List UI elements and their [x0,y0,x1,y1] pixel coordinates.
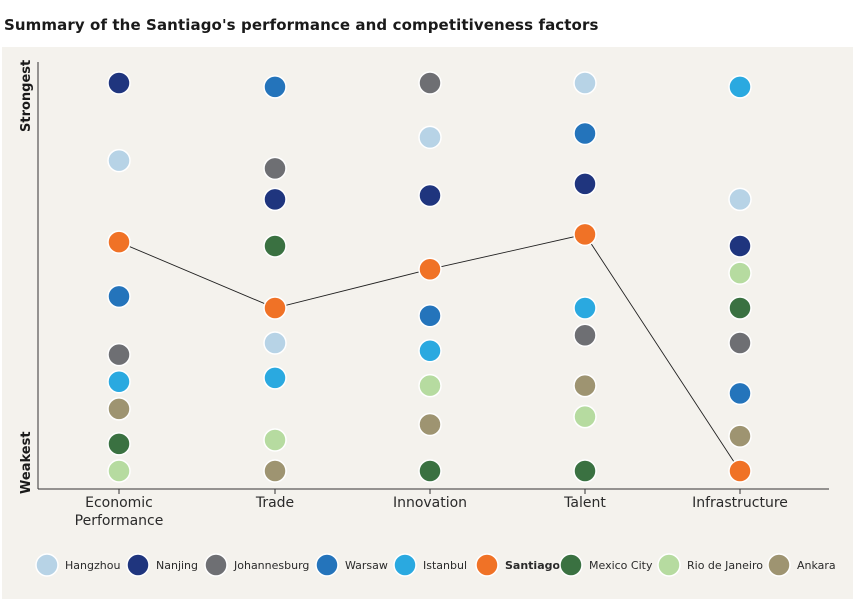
point-hangzhou [107,148,131,173]
chart-title: Summary of the Santiago's performance an… [4,16,599,34]
point-ankara [107,397,131,421]
legend-marker-johannesburg [204,553,228,577]
x-tick-label: Trade [255,495,294,511]
legend-label-rio-de-janeiro: Rio de Janeiro [687,559,763,572]
legend-marker-warsaw [315,553,339,577]
point-johannesburg [418,71,442,95]
point-istanbul [418,338,442,363]
point-rio-de-janeiro [107,459,131,483]
point-johannesburg [107,342,131,367]
point-ankara [263,459,287,483]
point-hangzhou [418,125,442,150]
legend-marker-hangzhou [35,553,59,577]
legend-marker-santiago [475,553,499,577]
x-tick-label: Talent [563,495,606,511]
point-ankara [573,373,597,398]
y-label-strongest: Strongest [19,60,34,132]
point-warsaw [263,75,287,99]
legend-label-warsaw: Warsaw [345,559,388,572]
point-mexico-city [573,459,597,483]
point-mexico-city [107,432,131,456]
point-santiago [728,459,752,483]
point-rio-de-janeiro [418,373,442,398]
point-nanjing [418,183,442,208]
point-istanbul [263,366,287,390]
point-santiago [107,230,131,254]
x-tick-label: Infrastructure [692,495,788,511]
point-istanbul [728,75,752,99]
point-warsaw [728,381,752,406]
legend-marker-ankara [767,553,791,577]
point-nanjing [107,71,131,95]
point-mexico-city [418,459,442,483]
point-mexico-city [728,296,752,320]
point-nanjing [573,172,597,196]
x-tick-label: Economic Performance [75,495,164,529]
legend-label-ankara: Ankara [797,559,836,572]
point-santiago [418,257,442,281]
point-ankara [418,412,442,437]
legend-label-istanbul: Istanbul [423,559,467,572]
legend-label-santiago: Santiago [505,559,561,572]
x-tick-label-line: Trade [255,495,294,511]
point-johannesburg [573,323,597,347]
point-hangzhou [573,71,597,95]
point-warsaw [573,121,597,146]
point-rio-de-janeiro [728,261,752,285]
point-rio-de-janeiro [573,404,597,429]
legend-marker-rio-de-janeiro [657,553,681,577]
x-tick-label-line: Performance [75,513,164,529]
point-johannesburg [263,156,287,181]
legend-label-mexico-city: Mexico City [589,559,653,572]
x-tick-label-line: Innovation [393,495,467,511]
point-warsaw [418,304,442,328]
point-warsaw [107,284,131,309]
legend-marker-istanbul [393,553,417,577]
point-nanjing [728,234,752,258]
legend-marker-nanjing [126,553,150,577]
legend-label-johannesburg: Johannesburg [233,559,309,572]
x-tick-label-line: Infrastructure [692,495,788,511]
point-santiago [263,296,287,320]
x-tick-label: Innovation [393,495,467,511]
x-tick-label-line: Talent [563,495,606,511]
point-hangzhou [728,187,752,212]
legend-label-hangzhou: Hangzhou [65,559,120,572]
point-mexico-city [263,234,287,258]
legend-label-nanjing: Nanjing [156,559,198,572]
point-rio-de-janeiro [263,428,287,452]
point-johannesburg [728,331,752,355]
point-santiago [573,222,597,247]
point-istanbul [573,296,597,320]
point-nanjing [263,187,287,212]
y-label-weakest: Weakest [19,431,34,494]
x-tick-label-line: Economic [85,495,153,511]
point-istanbul [107,370,131,394]
point-ankara [728,424,752,448]
legend-marker-mexico-city [559,553,583,577]
point-hangzhou [263,331,287,355]
